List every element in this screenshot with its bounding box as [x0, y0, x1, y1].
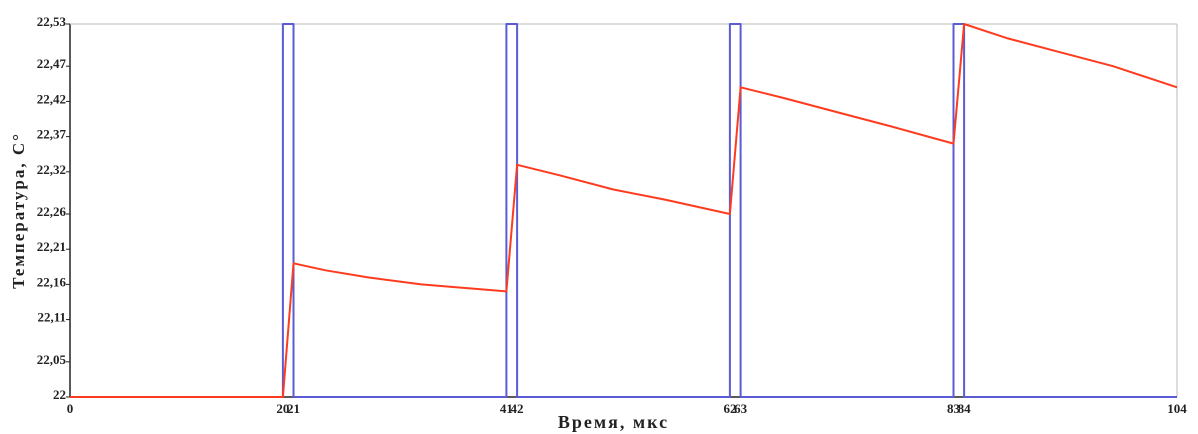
y-tick-label: 22,21: [37, 239, 66, 254]
x-tick-label: 0: [67, 401, 74, 416]
x-tick-label: 104: [1167, 401, 1187, 416]
x-tick-label: 84: [958, 401, 972, 416]
x-tick-label: 62: [723, 401, 736, 416]
y-tick-label: 22,42: [37, 91, 66, 106]
y-tick-group: 22 22,05 22,11 22,16 22,21 22,26 22,32 22,37 22,…: [37, 14, 70, 402]
x-tick-label: 41: [500, 401, 513, 416]
y-tick-label: 22: [53, 387, 66, 402]
x-tick-label: 63: [734, 401, 748, 416]
y-tick-label: 22,11: [37, 310, 66, 325]
y-tick-label: 22,47: [37, 56, 67, 71]
y-tick-label: 22,26: [37, 204, 67, 219]
x-axis-title: Время, мкс: [558, 412, 669, 432]
x-tick-label: 42: [511, 401, 524, 416]
x-tick-label: 83: [947, 401, 961, 416]
series-layer: [70, 23, 1178, 398]
y-tick-label: 22,37: [37, 127, 67, 142]
x-tick-label: 21: [287, 401, 300, 416]
temperature-series-line: [70, 23, 1178, 398]
y-tick-label: 22,16: [37, 274, 67, 289]
x-tick-label: 20: [276, 401, 289, 416]
plot-frame: [69, 23, 1178, 398]
pulse-series-line: [70, 23, 1177, 398]
y-tick-label: 22,53: [37, 14, 67, 29]
y-tick-label: 22,05: [37, 352, 67, 367]
y-tick-label: 22,32: [37, 162, 66, 177]
y-axis-title: Температура, С°: [9, 132, 28, 289]
